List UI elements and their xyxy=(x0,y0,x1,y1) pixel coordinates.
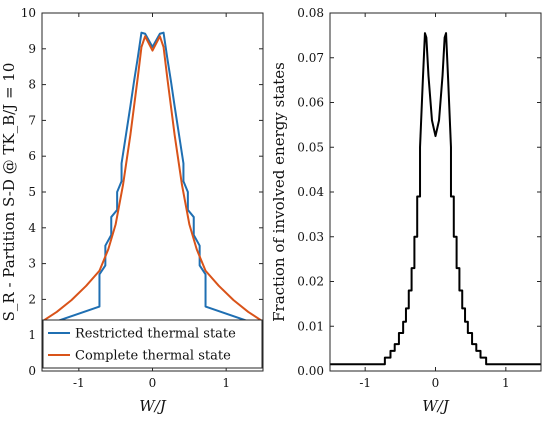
y-tick-label: 0.08 xyxy=(297,6,324,20)
y-tick-label: 8 xyxy=(28,78,36,92)
y-tick-label: 0.01 xyxy=(297,319,324,333)
series-group xyxy=(42,31,263,328)
axes-box xyxy=(329,12,542,372)
y-tick-label: 0.04 xyxy=(297,185,324,199)
y-axis-label: S_R - Partition S-D @ TK_B/J = 10 xyxy=(0,63,18,322)
x-tick-label: 1 xyxy=(502,376,510,390)
y-tick-label: 9 xyxy=(28,42,36,56)
y-tick-label: 3 xyxy=(28,257,36,271)
legend-label-2: Complete thermal state xyxy=(75,349,231,364)
x-axis-label: W/J xyxy=(422,397,449,415)
y-tick-label: 0.00 xyxy=(297,364,324,378)
y-tick-label: 0 xyxy=(28,364,36,378)
y-tick-label: 0.02 xyxy=(297,275,324,289)
y-axis-label: Fraction of involved energy states xyxy=(270,62,288,322)
series-group xyxy=(330,32,541,366)
y-tick-label: 0.05 xyxy=(297,140,324,154)
series-line-1 xyxy=(42,31,263,328)
y-tick-label: 4 xyxy=(28,221,36,235)
x-tick-label: 1 xyxy=(222,376,230,390)
y-tick-label: 1 xyxy=(28,328,36,342)
x-axis-label: W/J xyxy=(139,397,166,415)
y-tick-label: 6 xyxy=(28,149,36,163)
y-tick-label: 0.03 xyxy=(297,230,324,244)
legend-box xyxy=(42,319,263,369)
x-tick-label: 0 xyxy=(149,376,157,390)
series-line-2 xyxy=(42,35,263,323)
legend-label-1: Restricted thermal state xyxy=(75,327,236,342)
y-tick-label: 7 xyxy=(28,113,36,127)
right-chart: -1 0 1 0.00 0.01 0.02 0.03 0.04 0.05 0.06 0.07 0.08… xyxy=(270,6,542,415)
y-tick-label: 10 xyxy=(21,6,36,20)
x-tick-label: 0 xyxy=(432,376,440,390)
y-tick-label: 0.06 xyxy=(297,96,324,110)
axes-box xyxy=(41,12,264,372)
legend: Restricted thermal state Complete thermal… xyxy=(42,319,263,369)
x-tick-label: -1 xyxy=(359,376,371,390)
x-tick-label: -1 xyxy=(73,376,85,390)
series-line-1 xyxy=(330,32,541,366)
y-tick-label: 2 xyxy=(28,292,36,306)
y-tick-label: 5 xyxy=(28,185,36,199)
y-tick-label: 0.07 xyxy=(297,51,324,65)
